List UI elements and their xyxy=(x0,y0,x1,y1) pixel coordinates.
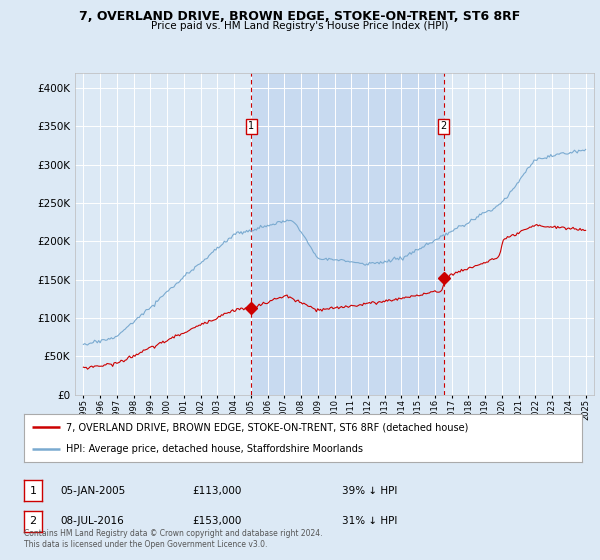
Text: 1: 1 xyxy=(29,486,37,496)
Text: £153,000: £153,000 xyxy=(192,516,241,526)
Text: 7, OVERLAND DRIVE, BROWN EDGE, STOKE-ON-TRENT, ST6 8RF (detached house): 7, OVERLAND DRIVE, BROWN EDGE, STOKE-ON-… xyxy=(66,422,468,432)
Text: HPI: Average price, detached house, Staffordshire Moorlands: HPI: Average price, detached house, Staf… xyxy=(66,444,363,454)
Text: 2: 2 xyxy=(440,122,447,132)
Text: 2: 2 xyxy=(29,516,37,526)
Text: 7, OVERLAND DRIVE, BROWN EDGE, STOKE-ON-TRENT, ST6 8RF: 7, OVERLAND DRIVE, BROWN EDGE, STOKE-ON-… xyxy=(79,10,521,23)
Text: 39% ↓ HPI: 39% ↓ HPI xyxy=(342,486,397,496)
Text: 08-JUL-2016: 08-JUL-2016 xyxy=(60,516,124,526)
Text: Price paid vs. HM Land Registry's House Price Index (HPI): Price paid vs. HM Land Registry's House … xyxy=(151,21,449,31)
Text: 1: 1 xyxy=(248,122,254,132)
Text: Contains HM Land Registry data © Crown copyright and database right 2024.
This d: Contains HM Land Registry data © Crown c… xyxy=(24,529,323,549)
Text: 05-JAN-2005: 05-JAN-2005 xyxy=(60,486,125,496)
Bar xyxy=(251,73,443,395)
Text: 31% ↓ HPI: 31% ↓ HPI xyxy=(342,516,397,526)
Text: £113,000: £113,000 xyxy=(192,486,241,496)
